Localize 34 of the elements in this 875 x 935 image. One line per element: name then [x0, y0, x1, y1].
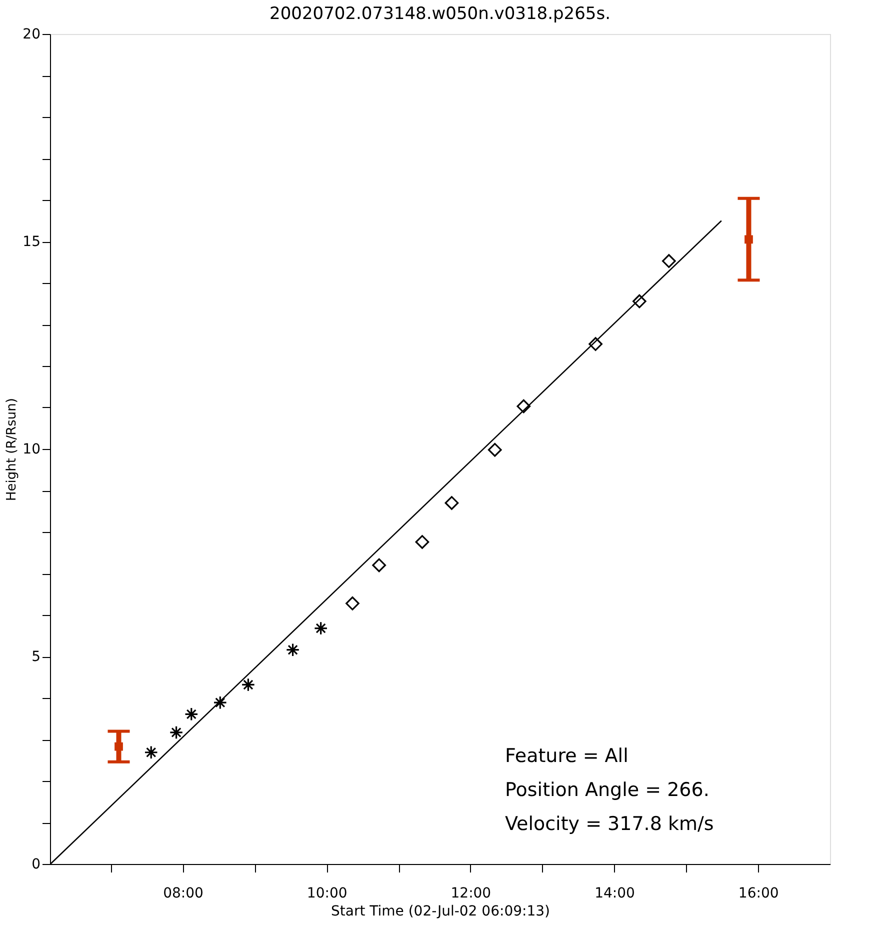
point	[744, 235, 753, 244]
x-tick-label: 10:00	[306, 886, 348, 902]
point	[662, 254, 676, 268]
annotation: Position Angle = 266.	[505, 779, 710, 801]
point	[114, 742, 123, 751]
y-tick-label: 0	[32, 856, 40, 872]
x-tick-label: 08:00	[163, 886, 204, 902]
x-tick-label: 14:00	[594, 886, 635, 902]
annotation: Velocity = 317.8 km/s	[505, 813, 714, 835]
y-tick-label: 15	[22, 234, 40, 250]
annotation: Feature = All	[505, 745, 628, 767]
chart-title: 20020702.073148.w050n.v0318.p265s.	[270, 4, 610, 24]
point	[241, 678, 256, 692]
x-tick-label: 16:00	[738, 886, 779, 902]
y-tick-label: 20	[22, 26, 40, 42]
point	[516, 399, 531, 414]
point	[144, 745, 158, 760]
point	[444, 496, 459, 510]
point	[488, 442, 502, 457]
y-tick-label: 5	[32, 649, 40, 665]
point	[286, 642, 300, 657]
point	[632, 294, 646, 308]
point	[169, 726, 184, 740]
point	[184, 707, 198, 722]
point	[346, 596, 360, 610]
x-tick-label: 12:00	[450, 886, 492, 902]
y-axis-title: Height (R/Rsun)	[4, 398, 20, 501]
point	[314, 621, 328, 636]
point	[588, 337, 602, 351]
point	[415, 535, 430, 549]
y-tick-label: 10	[22, 442, 40, 458]
point	[372, 558, 386, 572]
point	[213, 696, 228, 710]
x-axis-title: Start Time (02-Jul-02 06:09:13)	[330, 904, 550, 920]
